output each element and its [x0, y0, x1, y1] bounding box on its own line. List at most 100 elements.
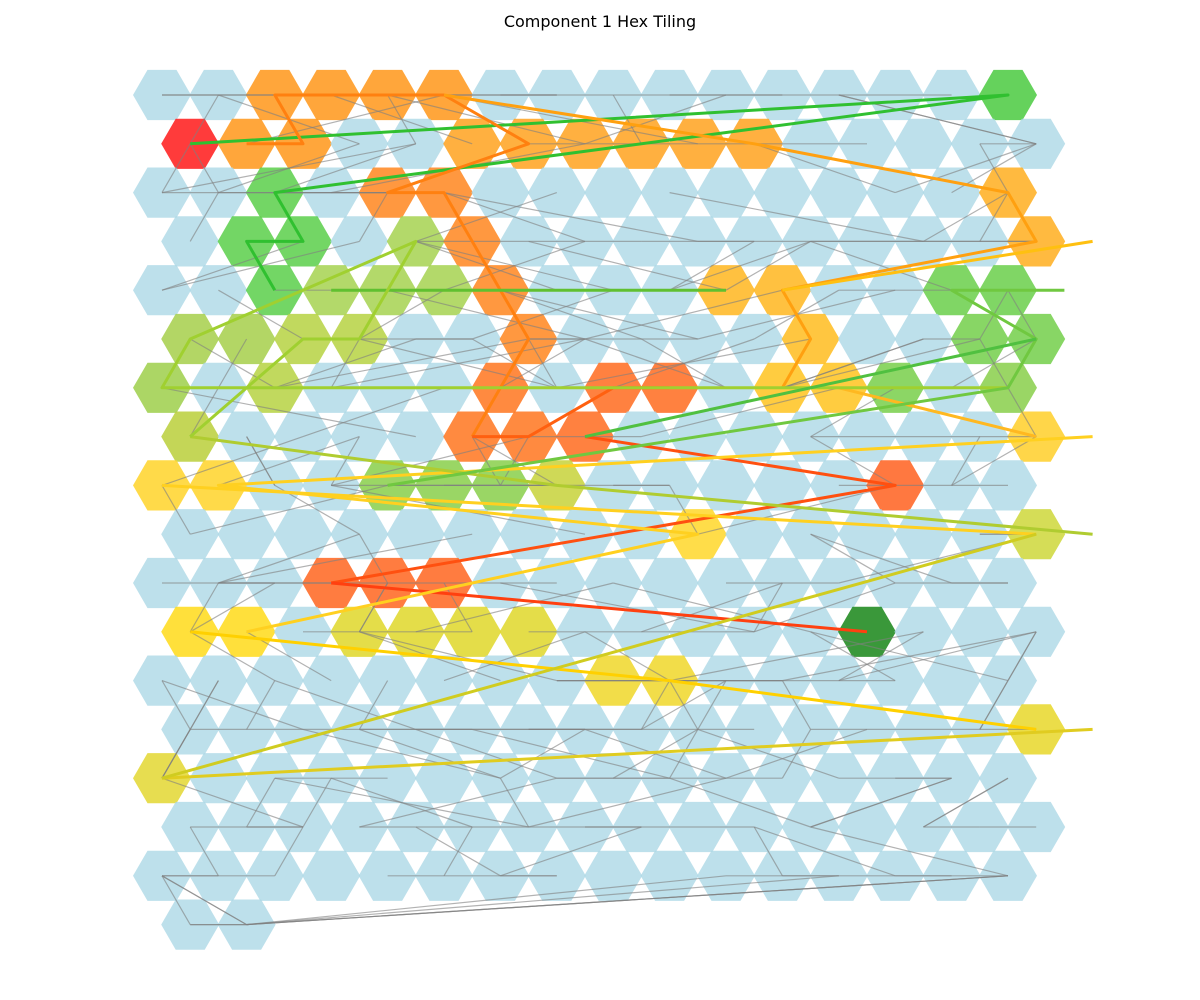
background-edge [754, 143, 896, 194]
background-edge [161, 436, 304, 486]
background-edge [810, 240, 952, 291]
background-edge [979, 192, 1009, 242]
background-edge [754, 826, 896, 877]
background-edge [218, 533, 473, 584]
background-edge [359, 289, 445, 340]
background-edge [161, 143, 191, 193]
background-edge [415, 728, 557, 779]
background-edge [302, 777, 332, 828]
hex-tile [217, 509, 276, 560]
background-edge [979, 338, 1009, 389]
background-edge [584, 631, 670, 682]
background-edge [669, 631, 924, 682]
highlighted-paths [160, 93, 1093, 780]
background-edge [415, 192, 557, 242]
hex-tile [894, 509, 953, 560]
background-edge [641, 387, 839, 438]
background-edge [189, 387, 219, 437]
background-edge [274, 338, 529, 389]
highlighted-path [246, 93, 531, 438]
background-edge [810, 826, 1009, 877]
background-edge [415, 582, 614, 633]
background-edge [415, 826, 501, 877]
background-edge [274, 826, 304, 877]
background-edge [246, 94, 445, 145]
highlighted-path [331, 581, 868, 634]
highlighted-path [782, 239, 1093, 292]
highlighted-path [190, 435, 1093, 536]
background-edge [331, 338, 586, 389]
hex-tile [950, 606, 1009, 657]
highlighted-path [190, 93, 1010, 291]
background-edge [246, 875, 1009, 926]
background-edge [838, 631, 924, 682]
background-edge [189, 143, 219, 193]
background-edge [923, 192, 1009, 242]
hex-tile [640, 557, 699, 609]
background-edge [781, 680, 812, 730]
background-edge [669, 240, 755, 291]
background-edge [528, 240, 727, 291]
background-edge [443, 631, 586, 682]
background-edge [613, 338, 755, 389]
hex-tile [697, 167, 755, 218]
background-edge [584, 338, 727, 389]
hex-tile [471, 655, 530, 706]
background-edge [584, 94, 727, 145]
background-edge [161, 875, 191, 925]
highlighted-path [161, 727, 1093, 780]
figure-title: Component 1 Hex Tiling [503, 12, 697, 31]
background-edge [1007, 387, 1037, 437]
background-edge [161, 875, 247, 926]
background-edge [246, 875, 727, 926]
background-edge [302, 728, 501, 779]
background-edge [697, 728, 839, 779]
background-edge [189, 94, 219, 145]
background-edge [443, 192, 698, 242]
background-edge [274, 143, 416, 194]
background-edge [246, 777, 276, 828]
background-edge [838, 631, 1037, 682]
background-edge [443, 582, 473, 633]
background-edge [1007, 631, 1037, 681]
background-edge [612, 94, 642, 145]
background-edge [387, 289, 586, 340]
background-edge [781, 729, 812, 779]
background-edge [331, 777, 473, 828]
background-edge [810, 777, 952, 828]
background-edge [358, 192, 389, 242]
highlighted-path [161, 483, 1037, 536]
background-edge [1007, 289, 1037, 340]
background-edge [161, 240, 304, 291]
background-edge [246, 680, 276, 730]
hex-tile-highlighted [838, 606, 896, 657]
background-edge [472, 289, 614, 340]
background-edge [669, 777, 811, 828]
background-edge [979, 143, 1009, 193]
background-edge [330, 338, 360, 389]
background-edge [189, 680, 219, 730]
background-edge [189, 192, 219, 242]
background-edge [302, 387, 445, 438]
background-edge [923, 777, 1009, 828]
background-edge [500, 826, 642, 877]
hex-tile [838, 313, 896, 365]
background-edge [189, 631, 276, 682]
background-edge [359, 728, 501, 779]
background-edge [810, 436, 896, 486]
background-edge [782, 338, 924, 389]
highlighted-path [161, 532, 1037, 780]
background-edge [725, 240, 811, 291]
background-edge [161, 680, 191, 730]
hex-tile [302, 850, 361, 901]
background-edge [190, 484, 388, 535]
background-edge [443, 192, 586, 242]
highlighted-path [584, 337, 1037, 439]
background-edge [189, 582, 276, 633]
background-edge [217, 338, 248, 389]
background-edge [810, 631, 1009, 682]
background-edge [500, 728, 586, 779]
background-edge [274, 680, 416, 730]
hex-tile [584, 850, 643, 901]
